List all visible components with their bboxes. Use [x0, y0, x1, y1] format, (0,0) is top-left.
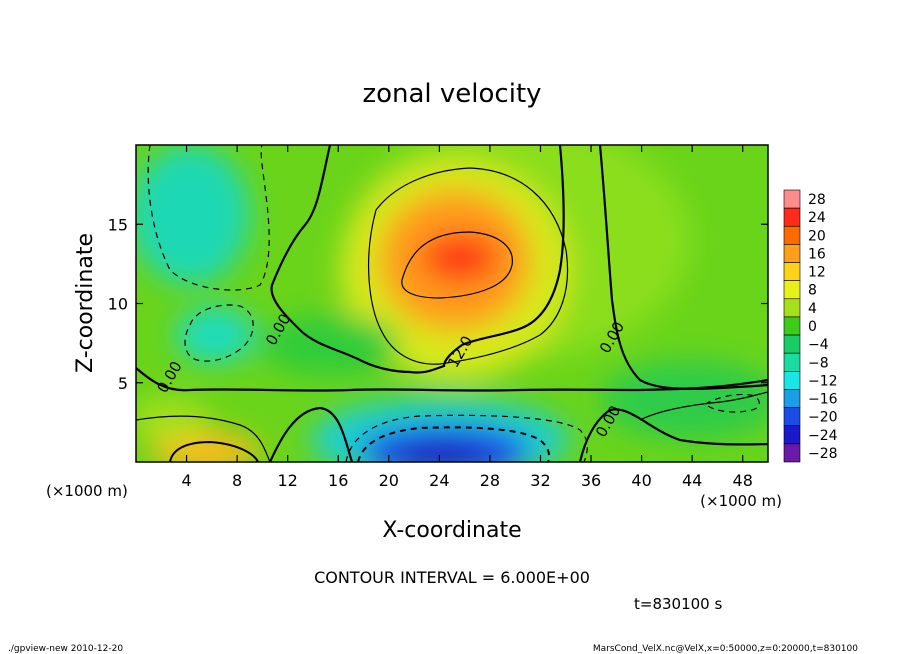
- contour-six-left: [136, 415, 271, 462]
- x-tick-label-0: 4: [181, 471, 191, 490]
- y-tick-label-2: 15: [108, 215, 128, 234]
- x-tick-label-1: 8: [232, 471, 242, 490]
- colorbar-label-5: 8: [808, 283, 817, 299]
- x-tick-label-8: 36: [581, 471, 601, 490]
- field-blob-cyan-left2: [175, 307, 255, 363]
- contour-zero-left: [270, 145, 565, 374]
- colorbar-label-14: −28: [808, 446, 838, 462]
- colorbar-swatch-1: [783, 207, 801, 227]
- colorbar-label-10: −12: [808, 373, 838, 389]
- contour-neg-right: [703, 393, 760, 413]
- x-tick-label-3: 16: [328, 471, 348, 490]
- field-blob-green-right: [600, 360, 768, 440]
- x-unit-label: (×1000 m): [700, 492, 782, 510]
- colorbar-label-6: 4: [808, 301, 817, 317]
- contour-twelve: [401, 231, 513, 299]
- colorbar-swatch-13: [783, 425, 801, 445]
- footer-right: MarsCond_VelX.nc@VelX,x=0:50000,z=0:2000…: [593, 644, 858, 654]
- colorbar-swatch-6: [783, 298, 801, 318]
- colorbar-swatch-14: [783, 443, 801, 463]
- contour-six-right: [639, 391, 768, 421]
- colorbar-swatch-4: [783, 262, 801, 281]
- colorbar-label-8: −4: [808, 337, 829, 353]
- contour-six: [368, 167, 569, 365]
- colorbar-swatch-7: [783, 316, 801, 336]
- colorbar-swatch-12: [783, 407, 801, 427]
- colorbar-swatch-10: [783, 371, 801, 390]
- contour-interval-text: CONTOUR INTERVAL = 6.000E+00: [314, 568, 590, 587]
- y-tick-label-1: 10: [108, 295, 128, 314]
- y-unit-label: (×1000 m): [46, 482, 128, 500]
- field-blob-cyan-left: [136, 145, 250, 285]
- colorbar-label-9: −8: [808, 355, 829, 371]
- colorbar-swatch-5: [783, 280, 801, 300]
- contour-zero-right: [598, 145, 768, 390]
- y-axis-label: Z-coordinate: [73, 233, 98, 373]
- x-tick-label-9: 40: [631, 471, 651, 490]
- x-tick-label-5: 24: [429, 471, 449, 490]
- y-tick-label-0: 5: [118, 374, 128, 393]
- x-axis-ticks: 4 8 12 16 20 24 28 32 36 40 44 48: [181, 145, 753, 490]
- colorbar-label-0: 28: [808, 192, 826, 208]
- contour-neg-six-left: [147, 145, 270, 291]
- colorbar-swatch-2: [783, 225, 801, 245]
- y-axis-ticks: 5 10 15: [108, 215, 768, 393]
- colorbar-label-13: −24: [808, 428, 838, 444]
- field-blob-red: [422, 234, 498, 282]
- heatmap-field: [136, 145, 768, 462]
- footer-left: ./gpview-new 2010-12-20: [8, 644, 123, 654]
- colorbar-label-3: 16: [808, 246, 826, 262]
- colorbar-swatch-11: [783, 389, 801, 408]
- contour-zero-bottom: [268, 406, 354, 462]
- field-blob-green-left: [136, 398, 210, 442]
- contour-neg-six-bottom: [345, 414, 588, 462]
- colorbar-label-11: −16: [808, 392, 838, 408]
- colorbar-label-12: −20: [808, 410, 838, 426]
- field-blob-green-mid: [260, 315, 400, 375]
- field-blob-darkblue: [395, 446, 485, 462]
- colorbar-swatch-0: [783, 189, 801, 209]
- time-text: t=830100 s: [634, 595, 722, 613]
- x-tick-label-4: 20: [379, 471, 399, 490]
- contour-zero-lower: [136, 367, 768, 392]
- colorbar-label-1: 24: [808, 210, 826, 226]
- contour-six-bottom-left: [169, 440, 259, 462]
- x-tick-label-7: 32: [530, 471, 550, 490]
- chart-title: zonal velocity: [362, 79, 541, 109]
- x-tick-label-10: 44: [682, 471, 702, 490]
- colorbar-swatch-3: [783, 244, 801, 263]
- x-tick-label-11: 48: [733, 471, 753, 490]
- contour-zero-bottom-right: [578, 408, 768, 462]
- contour-neg-six-mid: [184, 304, 254, 362]
- x-axis-label: X-coordinate: [382, 518, 521, 543]
- colorbar-label-4: 12: [808, 265, 826, 281]
- colorbar-label-2: 20: [808, 228, 826, 244]
- colorbar-swatch-9: [783, 352, 801, 372]
- x-tick-label-2: 12: [278, 471, 298, 490]
- colorbar-label-7: 0: [808, 319, 817, 335]
- colorbar-swatch-8: [783, 334, 801, 354]
- x-tick-label-6: 28: [480, 471, 500, 490]
- colorbar: 28 24 20 16 12 8 4 0 −4 −8 −12 −16 −20 −24 −28: [783, 189, 838, 463]
